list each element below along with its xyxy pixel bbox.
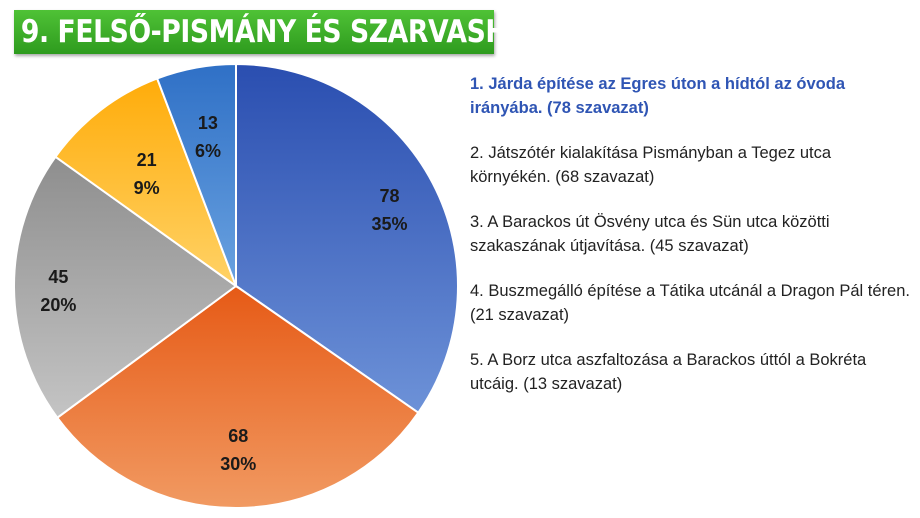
slice-value-label-3: 45 [48, 267, 68, 287]
legend-item-5: 5. A Borz utca aszfaltozása a Barackos ú… [470, 351, 867, 393]
slice-value-label-2: 68 [228, 426, 248, 446]
slice-percent-label-2: 30% [220, 454, 256, 474]
legend-item-2: 2. Játszótér kialakítása Pismányban a Te… [470, 144, 832, 186]
pie-slice-4 [54, 77, 239, 289]
legend-item-1: 1. Járda építése az Egres úton a hídtól … [470, 75, 846, 117]
pie-slice-2 [55, 284, 420, 509]
slice-value-label-1: 78 [379, 186, 399, 206]
pie-slice-5 [155, 62, 237, 287]
pie-slice-1 [235, 62, 459, 415]
slice-value-label-5: 13 [198, 113, 218, 133]
legend: 1. Járda építése az Egres úton a hídtól … [470, 72, 910, 417]
chart-title: 9. FELSŐ-PISMÁNY ÉS SZARVASHEGY [20, 14, 565, 50]
slice-percent-label-1: 35% [371, 214, 407, 234]
legend-item-3: 3. A Barackos út Ösvény utca és Sün utca… [470, 213, 830, 255]
legend-item-4: 4. Buszmegálló építése a Tátika utcánál … [470, 282, 910, 324]
slice-percent-label-5: 6% [195, 141, 221, 161]
pie-slice-3 [13, 155, 238, 420]
pie-chart: 78 35% 68 30% 45 20% 21 9% 13 6% [13, 62, 459, 509]
slice-percent-label-3: 20% [40, 295, 76, 315]
slice-percent-label-4: 9% [134, 178, 160, 198]
slice-value-label-4: 21 [137, 150, 157, 170]
title-banner: 9. FELSŐ-PISMÁNY ÉS SZARVASHEGY [14, 10, 565, 54]
